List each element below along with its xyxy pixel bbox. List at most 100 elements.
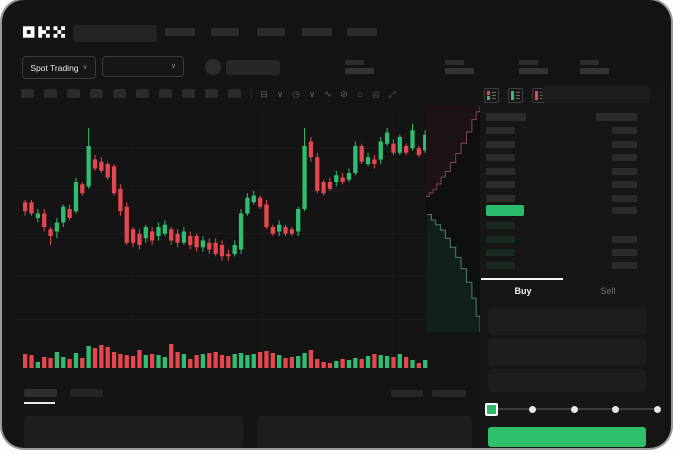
price-placeholder: [486, 127, 515, 134]
bid-row[interactable]: [480, 248, 665, 258]
volume-bar: [378, 355, 383, 368]
candle-body: [334, 175, 339, 182]
book-bids-icon[interactable]: [508, 88, 523, 103]
ask-depth-line: [426, 106, 480, 197]
nav-item-placeholder[interactable]: [347, 28, 377, 36]
bid-row[interactable]: [480, 221, 665, 231]
slider-handle[interactable]: [484, 402, 498, 416]
volume-bar: [226, 356, 231, 368]
candle-body: [365, 157, 371, 164]
trade-input-field-1[interactable]: [488, 308, 646, 335]
toolbar-button-placeholder[interactable]: [21, 89, 34, 98]
trade-input-field-2[interactable]: [488, 338, 646, 366]
search-input[interactable]: [73, 25, 157, 42]
snapshot-icon[interactable]: ⌂: [357, 89, 363, 99]
last-price-row[interactable]: [480, 205, 665, 217]
bid-row[interactable]: [480, 261, 665, 271]
toolbar-button-placeholder[interactable]: [205, 89, 218, 98]
candle-body: [80, 184, 85, 194]
candle-body: [92, 159, 98, 169]
volume-bar: [80, 358, 85, 368]
pair-dropdown[interactable]: ∨: [102, 56, 184, 77]
candle-body: [99, 161, 104, 171]
settings-gear-icon[interactable]: ◎: [372, 89, 380, 99]
ask-row[interactable]: [480, 167, 665, 177]
tab-buy[interactable]: Buy: [514, 286, 532, 296]
slider-stop-dot[interactable]: [612, 405, 619, 413]
trade-input-field-3[interactable]: [488, 369, 646, 392]
toolbar-button-placeholder[interactable]: [159, 89, 172, 98]
bottom-action-placeholder[interactable]: [432, 390, 466, 397]
candle-body: [181, 231, 187, 243]
slider-stop-dot[interactable]: [570, 405, 578, 413]
price-placeholder: [486, 222, 515, 229]
volume-bar: [270, 353, 275, 368]
draw-tool-icon[interactable]: ⊘: [340, 89, 348, 99]
ask-row[interactable]: [480, 153, 665, 163]
stat-value-placeholder: [345, 68, 374, 74]
toolbar-button-placeholder[interactable]: [44, 89, 57, 98]
candle-body: [384, 132, 390, 144]
bid-row[interactable]: [480, 235, 665, 245]
last-price-highlight: [486, 205, 524, 216]
nav-item-placeholder[interactable]: [211, 28, 239, 36]
nav-item-placeholder[interactable]: [165, 28, 195, 36]
bottom-action-placeholder[interactable]: [391, 390, 423, 397]
toolbar-button-placeholder[interactable]: [182, 89, 195, 98]
amount-placeholder: [612, 181, 637, 188]
candle-body: [143, 227, 148, 239]
ask-row[interactable]: [480, 180, 665, 190]
ask-row[interactable]: [480, 126, 665, 136]
fullscreen-icon[interactable]: ⤢: [388, 89, 396, 99]
orderbook-settings-placeholder[interactable]: [542, 86, 650, 103]
chevron-down-icon: ∨: [82, 64, 88, 71]
price-placeholder: [486, 168, 515, 175]
candle-body: [86, 146, 91, 187]
candle-body: [29, 202, 34, 214]
slider-stop-dot[interactable]: [653, 405, 661, 413]
candle-body: [48, 229, 53, 236]
volume-bar: [130, 356, 136, 368]
line-tool-icon[interactable]: ∿: [324, 89, 332, 99]
ask-row[interactable]: [480, 194, 665, 204]
market-type-label: Spot Trading: [30, 62, 79, 73]
candle-body: [257, 197, 263, 207]
toolbar-button-placeholder[interactable]: [228, 89, 241, 98]
book-combined-icon[interactable]: [484, 88, 499, 103]
candle-style-icon[interactable]: ⊟: [260, 89, 268, 99]
bottom-tab-1[interactable]: [24, 389, 57, 397]
candle-body: [245, 197, 250, 214]
ask-row[interactable]: [480, 140, 665, 150]
slider-stop-dot[interactable]: [529, 405, 536, 413]
volume-bar: [48, 358, 53, 368]
volume-bar: [321, 362, 326, 368]
amount-placeholder: [612, 262, 637, 269]
nav-item-placeholder[interactable]: [257, 28, 285, 36]
volume-bar: [277, 355, 282, 368]
chevron-down-icon[interactable]: ∨: [308, 89, 316, 99]
candle-body: [111, 166, 117, 194]
toolbar-button-placeholder[interactable]: [67, 89, 80, 98]
tab-sell[interactable]: Sell: [600, 286, 616, 296]
ask-row[interactable]: [480, 112, 665, 122]
toolbar-button-placeholder[interactable]: [113, 89, 126, 98]
candlestick-chart[interactable]: [16, 106, 428, 372]
toolbar-button-placeholder[interactable]: [136, 89, 149, 98]
buy-submit-button[interactable]: [488, 427, 646, 447]
candle-body: [346, 173, 352, 180]
interval-icon[interactable]: ◷: [292, 89, 300, 99]
chevron-down-icon[interactable]: ∨: [276, 89, 284, 99]
market-type-dropdown[interactable]: Spot Trading ∨: [22, 56, 96, 79]
candle-body: [162, 224, 167, 234]
candle-body: [353, 146, 358, 173]
amount-placeholder: [612, 207, 637, 214]
chevron-down-icon: ∨: [170, 63, 176, 70]
volume-bar: [384, 356, 390, 368]
bottom-tab-2[interactable]: [70, 389, 103, 397]
price-placeholder: [486, 154, 515, 161]
candle-body: [277, 224, 282, 232]
candle-body: [397, 137, 402, 153]
candle-body: [416, 148, 421, 155]
nav-item-placeholder[interactable]: [302, 28, 332, 36]
toolbar-button-placeholder[interactable]: [90, 89, 103, 98]
